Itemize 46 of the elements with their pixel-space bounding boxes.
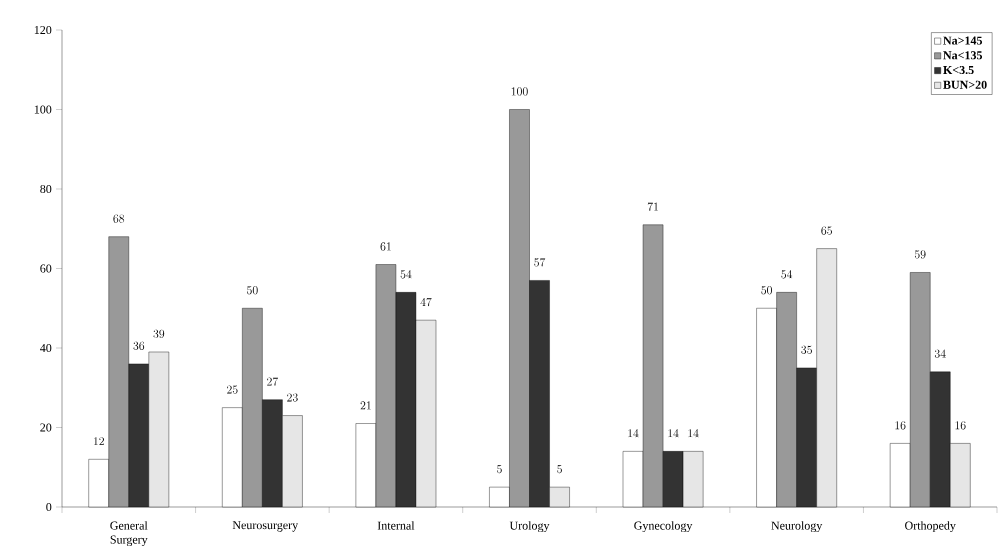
legend-label: BUN>20 <box>943 80 987 89</box>
y-tick-label: 60 <box>40 264 52 273</box>
x-tick-label: Gynecology <box>634 521 693 533</box>
data-label: 25 <box>227 385 238 394</box>
y-tick-label: 120 <box>34 25 52 35</box>
data-label: 23 <box>287 393 298 402</box>
data-label: 5 <box>497 464 502 474</box>
data-label: 21 <box>360 401 371 410</box>
y-tick-label: 80 <box>40 184 52 194</box>
y-tick-label: 20 <box>40 423 52 432</box>
data-label: 65 <box>821 226 832 235</box>
data-label: 16 <box>955 421 966 430</box>
data-label: 36 <box>133 341 145 350</box>
x-tick-label: Neurosurgery <box>232 521 299 532</box>
data-label: 34 <box>934 349 946 358</box>
data-label: 71 <box>647 202 658 211</box>
y-tick-label: 40 <box>40 343 52 353</box>
data-label: 16 <box>895 421 906 430</box>
data-label: 39 <box>153 329 165 339</box>
legend-label: Na<135 <box>943 51 983 60</box>
data-label: 50 <box>761 286 772 295</box>
data-label: 35 <box>801 345 812 354</box>
x-tick-label: Neurology <box>771 521 823 533</box>
data-label: 12 <box>93 437 104 446</box>
data-label: 100 <box>511 87 528 96</box>
x-tick-label: Orthopedy <box>905 521 956 533</box>
data-label: 14 <box>668 429 679 438</box>
data-label: 14 <box>628 429 639 438</box>
x-tick-label: General Surgery <box>110 521 148 547</box>
data-label: 5 <box>557 464 562 474</box>
data-label: 61 <box>380 242 391 251</box>
data-label: 50 <box>247 286 258 295</box>
data-label: 27 <box>267 377 279 386</box>
x-tick-label: Urology <box>509 521 550 533</box>
legend-label: Na>145 <box>943 36 983 45</box>
y-tick-label: 0 <box>46 502 52 512</box>
data-label: 68 <box>113 214 125 223</box>
legend-label: K<3.5 <box>943 66 974 75</box>
data-label: 14 <box>688 429 699 438</box>
x-tick-label: Internal <box>377 521 415 530</box>
data-label: 47 <box>420 297 432 307</box>
data-label: 54 <box>781 270 793 279</box>
data-label: 57 <box>534 258 546 267</box>
y-tick-label: 100 <box>34 105 52 114</box>
data-label: 59 <box>914 250 926 259</box>
data-label: 54 <box>400 270 412 279</box>
